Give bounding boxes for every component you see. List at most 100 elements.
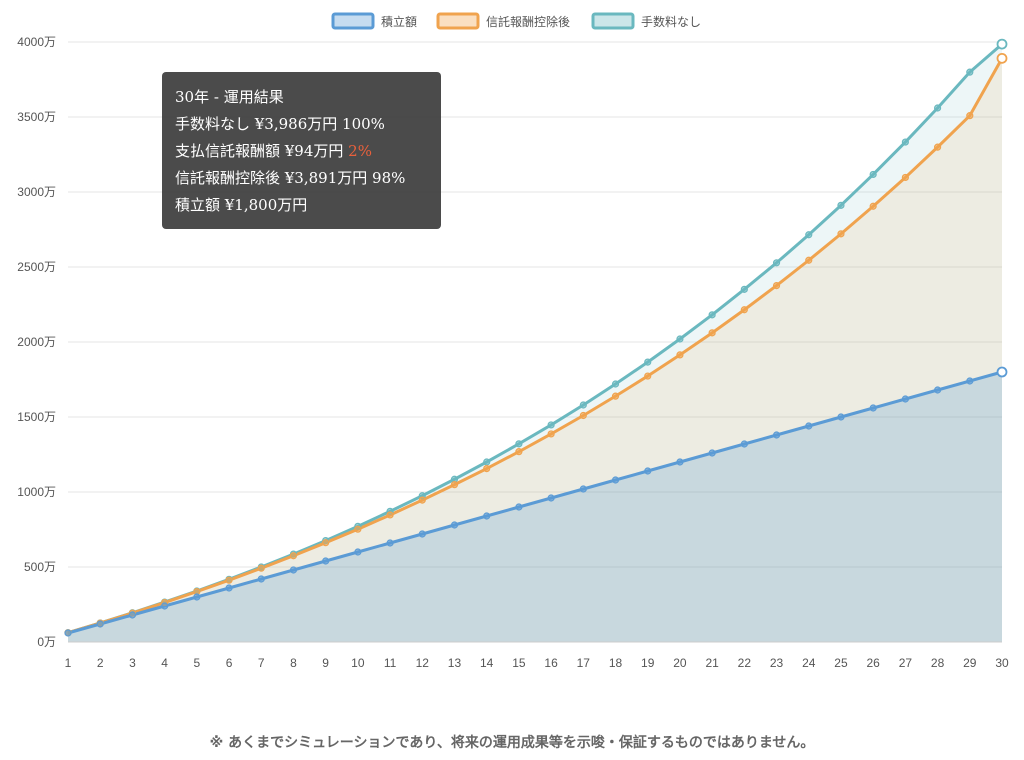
data-point[interactable] — [869, 202, 877, 210]
data-point[interactable] — [966, 377, 974, 385]
legend-item[interactable]: 積立額 — [331, 12, 417, 30]
data-point[interactable] — [515, 440, 523, 448]
y-tick-label: 2000万 — [17, 335, 56, 349]
data-point[interactable] — [837, 201, 845, 209]
data-point[interactable] — [676, 335, 684, 343]
data-point[interactable] — [740, 285, 748, 293]
data-point[interactable] — [257, 575, 265, 583]
legend-item[interactable]: 信託報酬控除後 — [436, 12, 570, 30]
data-point[interactable] — [515, 448, 523, 456]
legend-swatch — [331, 12, 375, 30]
legend-swatch — [436, 12, 480, 30]
y-tick-label: 0万 — [37, 635, 56, 649]
x-tick-label: 11 — [384, 656, 397, 670]
series-area — [68, 372, 1002, 642]
data-point[interactable] — [289, 552, 298, 560]
data-point[interactable] — [772, 431, 781, 439]
x-tick-label: 3 — [129, 656, 136, 670]
data-point[interactable] — [644, 467, 652, 475]
data-point[interactable] — [869, 404, 877, 412]
data-point[interactable] — [354, 548, 362, 556]
data-point[interactable] — [933, 143, 942, 151]
data-point[interactable] — [418, 530, 426, 538]
data-point[interactable] — [901, 395, 909, 403]
data-point[interactable] — [996, 52, 1008, 64]
data-point[interactable] — [740, 306, 748, 314]
data-point[interactable] — [64, 629, 72, 637]
data-point[interactable] — [128, 611, 137, 619]
data-point[interactable] — [966, 112, 974, 120]
data-point[interactable] — [483, 458, 491, 466]
data-point[interactable] — [450, 481, 459, 489]
data-point[interactable] — [611, 476, 620, 484]
data-point[interactable] — [193, 593, 201, 601]
data-point[interactable] — [996, 38, 1008, 50]
x-tick-label: 2 — [97, 656, 104, 670]
data-point[interactable] — [708, 311, 716, 319]
series-points[interactable] — [64, 38, 1008, 637]
data-point[interactable] — [644, 372, 652, 380]
data-point[interactable] — [96, 620, 104, 628]
data-point[interactable] — [805, 231, 813, 239]
data-point[interactable] — [837, 230, 845, 238]
x-tick-label: 26 — [866, 656, 880, 670]
data-point[interactable] — [257, 564, 265, 572]
data-point[interactable] — [837, 413, 845, 421]
legend-item[interactable]: 手数料なし — [591, 12, 701, 30]
data-point[interactable] — [805, 256, 813, 264]
data-point[interactable] — [161, 602, 169, 610]
data-point[interactable] — [933, 104, 942, 112]
data-point[interactable] — [901, 138, 909, 146]
series-area — [68, 58, 1002, 643]
data-point[interactable] — [547, 494, 555, 502]
data-point[interactable] — [386, 539, 394, 547]
data-point[interactable] — [708, 329, 716, 337]
data-point[interactable] — [483, 465, 491, 473]
data-point[interactable] — [901, 173, 909, 182]
data-point[interactable] — [611, 380, 620, 388]
legend-swatch — [591, 12, 635, 30]
data-point[interactable] — [740, 440, 748, 448]
data-point[interactable] — [644, 358, 652, 366]
x-tick-label: 22 — [738, 656, 752, 670]
data-point[interactable] — [579, 485, 587, 493]
data-point[interactable] — [322, 557, 330, 565]
x-tick-label: 21 — [705, 656, 719, 670]
x-tick-label: 16 — [544, 656, 558, 670]
data-point[interactable] — [772, 282, 781, 290]
x-tick-label: 13 — [448, 656, 462, 670]
data-point[interactable] — [966, 68, 974, 76]
data-point[interactable] — [676, 351, 684, 359]
data-point[interactable] — [515, 503, 523, 511]
data-point[interactable] — [933, 386, 942, 394]
data-point[interactable] — [418, 496, 426, 504]
data-point[interactable] — [547, 430, 555, 438]
disclaimer-text: ※ あくまでシミュレーションであり、将来の運用成果等を示唆・保証するものではあり… — [209, 735, 815, 751]
data-point[interactable] — [547, 421, 555, 429]
data-point[interactable] — [322, 539, 330, 547]
data-point[interactable] — [996, 366, 1008, 378]
series-lines — [67, 42, 1004, 635]
data-point[interactable] — [708, 449, 716, 457]
x-tick-label: 28 — [931, 656, 945, 670]
data-point[interactable] — [225, 576, 233, 584]
data-point[interactable] — [354, 525, 362, 533]
data-point[interactable] — [869, 170, 877, 179]
tooltip-row-fee-paid: 支払信託報酬額 ¥94万円 2% — [175, 142, 372, 160]
x-tick-label: 9 — [322, 656, 329, 670]
chart: 0万 500万 1000万 1500万 2000万 2500万 3000万 3500万 4000… — [17, 12, 1009, 670]
data-point[interactable] — [805, 422, 813, 430]
data-point[interactable] — [579, 411, 587, 420]
data-point[interactable] — [450, 521, 459, 529]
data-point[interactable] — [483, 512, 491, 520]
data-point[interactable] — [676, 458, 684, 466]
data-point[interactable] — [611, 392, 620, 400]
fee-percent-highlight: 2% — [348, 142, 372, 160]
data-point[interactable] — [225, 584, 233, 592]
data-point[interactable] — [579, 401, 587, 409]
legend[interactable]: 積立額 信託報酬控除後 手数料なし — [331, 12, 701, 30]
data-point[interactable] — [386, 511, 394, 519]
y-tick-label: 500万 — [24, 560, 56, 574]
data-point[interactable] — [289, 566, 298, 574]
data-point[interactable] — [772, 259, 781, 267]
